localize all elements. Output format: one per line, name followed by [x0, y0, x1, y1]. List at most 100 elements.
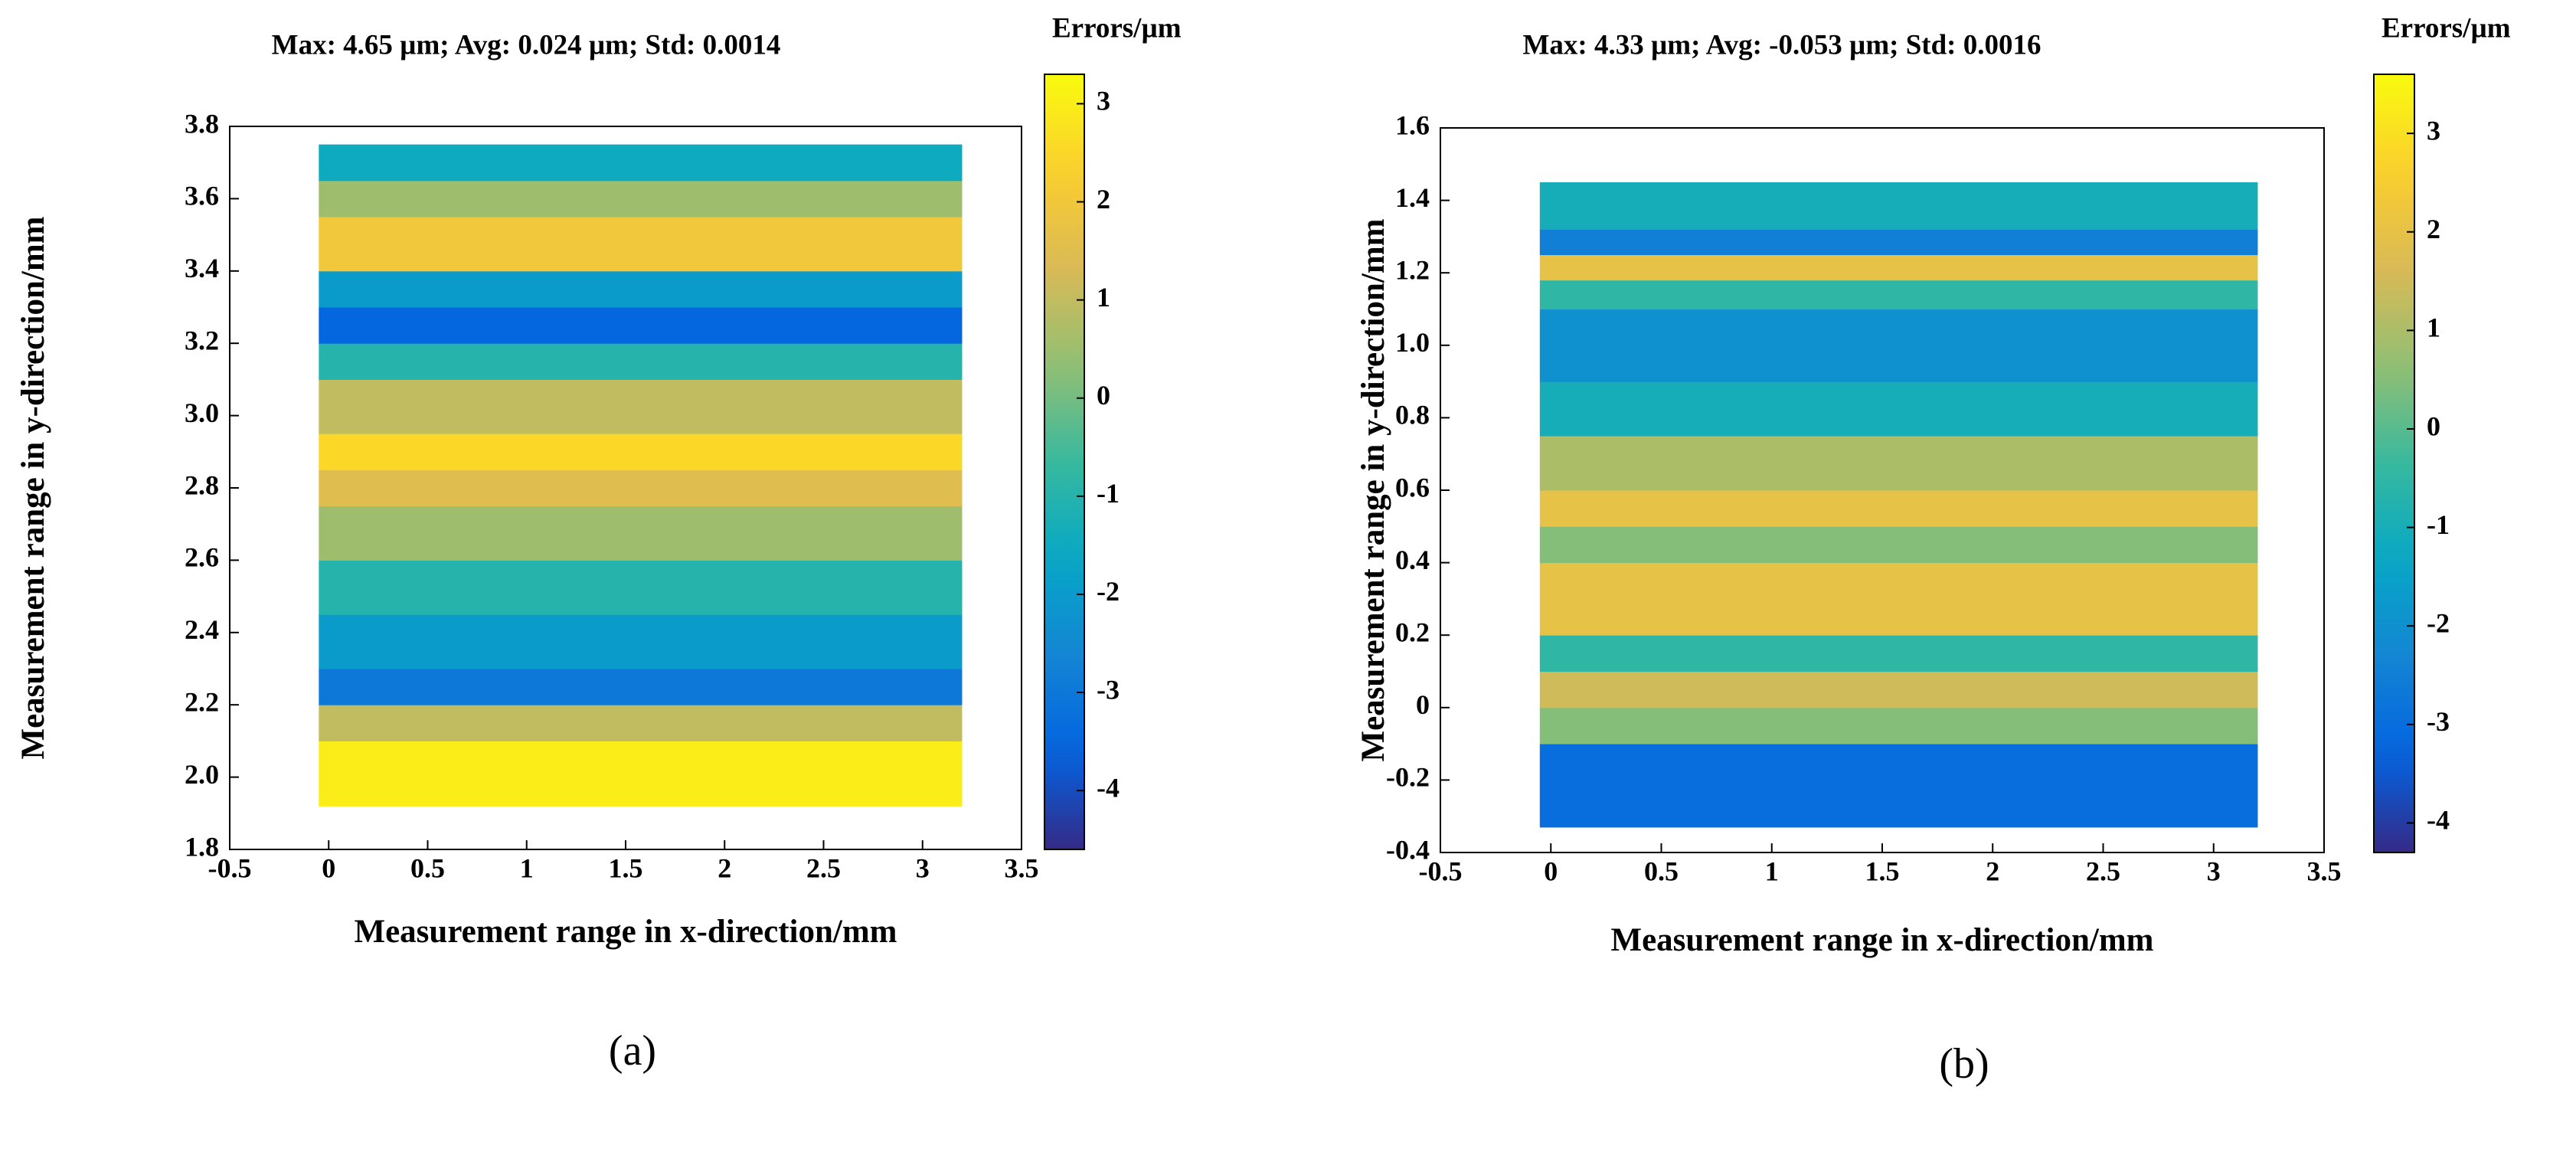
y-tick-label: 2.8 [185, 470, 219, 500]
y-tick-label: 1.8 [185, 831, 219, 862]
colorbar-tick-label: 3 [2427, 115, 2440, 146]
heatmap-cell [1539, 280, 2258, 309]
colorbar [1044, 74, 1085, 850]
heatmap-cell [1539, 381, 2258, 437]
x-tick-label: 2 [718, 852, 731, 883]
heatmap-cell [1539, 229, 2258, 256]
x-tick-label: 0 [1544, 856, 1558, 886]
colorbar-tick-label: -2 [2427, 607, 2450, 638]
heatmap-cell [319, 614, 963, 669]
y-axis-label: Measurement range in y-direction/mm [1355, 218, 1391, 761]
x-tick-label: 2 [1986, 856, 1999, 886]
heatmap-cell [1539, 707, 2258, 744]
x-tick-label: -0.5 [208, 852, 252, 883]
heatmap-cell [1539, 526, 2258, 564]
heatmap-cell [319, 379, 963, 434]
x-tick-label: 1 [1765, 856, 1779, 886]
y-tick-label: 1.4 [1395, 182, 1430, 213]
colorbar-tick-label: -2 [1097, 576, 1120, 607]
y-tick-label: 2.2 [185, 686, 219, 717]
colorbar-tick-label: 0 [2427, 411, 2440, 441]
x-tick-label: 2.5 [2086, 856, 2120, 886]
heatmap-cell [1539, 671, 2258, 708]
heatmap-cell [1539, 254, 2258, 281]
colorbar-tick-label: 2 [1097, 184, 1110, 214]
heatmap-cell [319, 217, 963, 272]
panel-label: (a) [609, 1027, 656, 1075]
heatmap-cell [319, 506, 963, 561]
heatmap-cell [1539, 309, 2258, 382]
colorbar [2373, 74, 2415, 853]
y-tick-label: 2.4 [185, 614, 219, 645]
colorbar-tick-label: 0 [1097, 380, 1110, 411]
y-tick-label: 3.4 [185, 253, 219, 283]
colorbar-tick-label: 2 [2427, 214, 2440, 244]
colorbar-tick-label: 1 [2427, 313, 2440, 343]
heatmap-cell [1539, 744, 2258, 828]
chart-title: Max: 4.33 µm; Avg: -0.053 µm; Std: 0.001… [1522, 29, 2041, 61]
heatmap-cell [319, 705, 963, 741]
y-tick-label: 1.2 [1395, 254, 1430, 285]
heatmap-cell [319, 470, 963, 507]
x-tick-label: 3 [916, 852, 930, 883]
panel: -0.5 0 0.5 1 1.5 2 2.5 3 3.5 1.8 2.0 2.2 2.4 2.6 2.8 3.… [15, 12, 1182, 1074]
heatmap-cell [1539, 562, 2258, 636]
y-tick-label: 0 [1416, 689, 1430, 720]
x-tick-label: 0 [322, 852, 335, 883]
heatmap-cell [1539, 436, 2258, 491]
colorbar-tick-label: -4 [2427, 805, 2450, 836]
heatmap-cell [319, 669, 963, 705]
panel-label: (b) [1939, 1040, 1989, 1088]
y-tick-label: 3.8 [185, 108, 219, 139]
heatmap-cell [319, 560, 963, 615]
x-tick-label: 3 [2207, 856, 2221, 886]
x-tick-label: 0.5 [1644, 856, 1679, 886]
x-tick-label: 3.5 [1005, 852, 1039, 883]
heatmap-cell [319, 741, 963, 807]
x-tick-label: 0.5 [410, 852, 445, 883]
heatmap-cell [319, 144, 963, 182]
colorbar-tick-label: -3 [1097, 674, 1120, 705]
heatmap-cell [319, 307, 963, 344]
heatmap-cell [319, 434, 963, 470]
chart-title: Max: 4.65 µm; Avg: 0.024 µm; Std: 0.0014 [272, 29, 781, 61]
y-tick-label: 3.2 [185, 325, 219, 355]
x-axis-label: Measurement range in x-direction/mm [355, 914, 897, 950]
colorbar-label: Errors/µm [2381, 12, 2511, 44]
heatmap-cell [1539, 182, 2258, 230]
colorbar-tick-label: 3 [1097, 86, 1110, 116]
y-tick-label: 2.6 [185, 542, 219, 573]
heatmap-cell [319, 180, 963, 218]
y-tick-label: 1.0 [1395, 327, 1430, 358]
y-tick-label: 0.4 [1395, 545, 1430, 575]
y-tick-label: 2.0 [185, 759, 219, 790]
x-tick-label: 1 [520, 852, 534, 883]
x-tick-label: 2.5 [806, 852, 841, 883]
x-tick-label: 1.5 [1865, 856, 1900, 886]
colorbar-tick-label: -4 [1097, 772, 1120, 803]
y-axis-label: Measurement range in y-direction/mm [15, 216, 51, 759]
y-tick-label: 1.6 [1395, 110, 1430, 140]
colorbar-tick-label: 1 [1097, 282, 1110, 313]
x-tick-label: 1.5 [609, 852, 643, 883]
colorbar-label: Errors/µm [1052, 12, 1182, 44]
colorbar-tick-label: -1 [2427, 509, 2450, 540]
y-tick-label: 0.2 [1395, 617, 1430, 647]
y-tick-label: 0.8 [1395, 400, 1430, 430]
x-axis-label: Measurement range in x-direction/mm [1611, 922, 2154, 958]
colorbar-tick-label: -1 [1097, 478, 1120, 509]
x-tick-label: 3.5 [2307, 856, 2342, 886]
colorbar-tick-label: -3 [2427, 706, 2450, 737]
y-tick-label: 3.0 [185, 398, 219, 428]
y-tick-label: 0.6 [1395, 472, 1430, 502]
y-tick-label: -0.4 [1386, 834, 1430, 865]
y-tick-label: -0.2 [1386, 762, 1430, 793]
y-tick-label: 3.6 [185, 181, 219, 211]
heatmap-cell [319, 270, 963, 308]
heatmap-cell [1539, 490, 2258, 527]
panel: -0.5 0 0.5 1 1.5 2 2.5 3 3.5 -0.4 -0.2 0 0.2 0.4 0.6 0.… [1355, 12, 2511, 1087]
heatmap-cell [319, 343, 963, 380]
x-tick-label: -0.5 [1419, 856, 1463, 886]
heatmap-cell [1539, 635, 2258, 672]
